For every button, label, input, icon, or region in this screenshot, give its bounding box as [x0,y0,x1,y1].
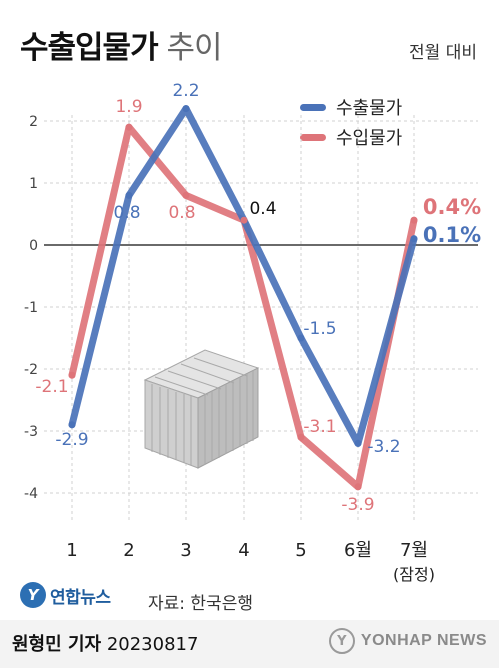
data-point [354,439,362,447]
y-tick-label: -2 [24,362,38,378]
y-tick-label: 2 [29,114,38,130]
line-chart: 2 1 0 -1 -2 -3 -4 1 2 3 4 5 6월 7월 (잠정) -2.9 0.8 2.2 0.4 -1… [24,81,481,584]
legend-swatch-export [300,103,326,111]
series-points [68,105,418,491]
y-tick-label: 0 [29,238,38,254]
data-label: 0.8 [113,203,140,223]
y-tick-label: -3 [24,424,38,440]
legend-swatch-import [300,133,326,141]
x-tick-label: 1 [66,540,77,561]
data-label: 0.8 [168,203,195,223]
y-tick-label: -4 [24,486,38,502]
data-label: -2.1 [35,377,68,397]
legend-label-export: 수출물가 [336,98,403,119]
data-label: 0.4 [249,199,276,219]
byline: 원형민 기자 20230817 [12,630,198,656]
data-point [410,235,418,243]
source-note: 자료: 한국은행 [148,594,253,614]
gridlines: 2 1 0 -1 -2 -3 -4 1 2 3 4 5 6월 7월 (잠정) [24,114,478,584]
data-point [68,371,76,379]
data-point [68,421,76,429]
data-point [297,334,305,342]
y-tick-label: 1 [29,176,38,192]
x-tick-label: 5 [295,540,306,561]
logo-text: 연합뉴스 [50,587,111,608]
data-label: -3.1 [303,417,336,437]
data-labels: -2.9 0.8 2.2 0.4 -1.5 -3.2 0.1% -2.1 1.9 0.8 -3.1 -… [35,81,481,515]
data-point [297,433,305,441]
reporter-name: 원형민 기자 [12,634,102,655]
data-point [354,483,362,491]
shipping-container-icon [143,349,260,469]
title-main: 수출입물가 [20,30,159,66]
x-tick-label: 4 [238,540,249,561]
data-point [182,105,190,113]
yonhap-logo-icon: Y [20,582,46,608]
footer: 원형민 기자 20230817 Y YONHAP NEWS [0,620,499,668]
data-label: 2.2 [172,81,199,101]
yonhap-logo: Y 연합뉴스 [20,582,111,608]
unit-note: 전월 대비 [409,43,477,63]
data-label: -3.9 [341,495,374,515]
data-point [240,216,248,224]
x-tick-label: 7월 [400,540,428,561]
legend-item-export: 수출물가 [300,92,402,122]
byline-date: 20230817 [106,634,199,655]
data-point [410,216,418,224]
y-tick-label: -1 [24,300,38,316]
x-tick-label: 3 [180,540,191,561]
data-label: -3.2 [367,437,400,457]
data-point [182,191,190,199]
data-label: -2.9 [55,430,88,450]
data-point [125,123,133,131]
data-label: 0.1% [423,223,481,247]
agency-logo-icon: Y [328,628,355,654]
data-label: -1.5 [303,319,336,339]
legend-item-import: 수입물가 [300,122,402,152]
legend: 수출물가 수입물가 [300,92,402,152]
data-point [125,191,133,199]
agency-watermark: Y YONHAP NEWS [328,628,487,654]
data-label: 0.4% [423,195,481,219]
title-sub: 추이 [166,30,222,66]
legend-label-import: 수입물가 [336,128,403,149]
data-label: 1.9 [115,97,142,117]
agency-text: YONHAP NEWS [360,632,487,649]
chart-title: 수출입물가 추이 [20,22,223,67]
x-tick-label: 6월 [344,540,372,561]
x-tick-sublabel: (잠정) [393,565,435,584]
x-tick-label: 2 [123,540,134,561]
